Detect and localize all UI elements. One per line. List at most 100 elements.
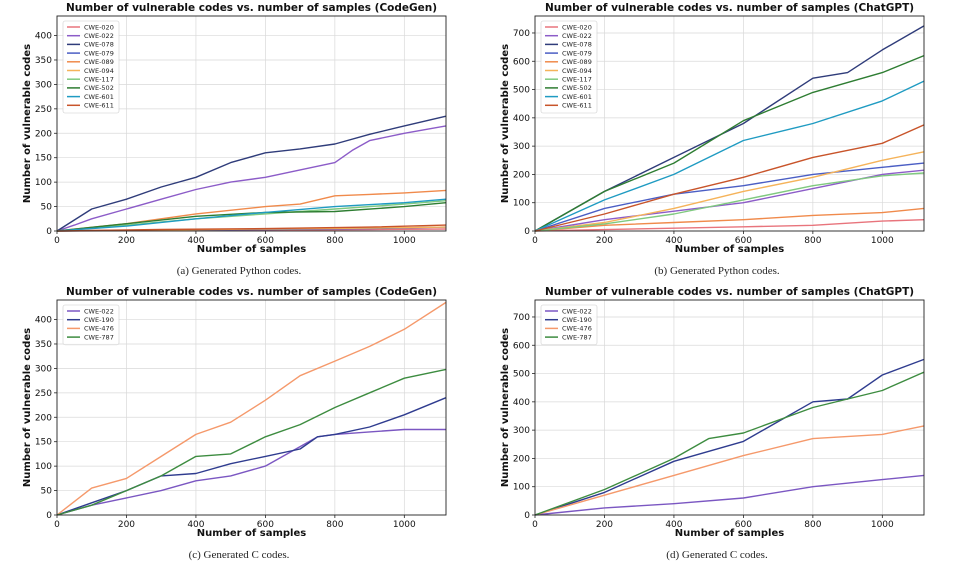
x-tick-label: 0 (532, 520, 538, 530)
chart-a: Number of vulnerable codes vs. number of… (22, 2, 447, 255)
x-tick-label: 800 (326, 520, 343, 530)
chart-panel-c: Number of vulnerable codes vs. number of… (0, 284, 478, 568)
series-line-cwe-020 (534, 219, 925, 232)
legend-label: CWE-601 (84, 93, 114, 101)
x-tick-label: 400 (187, 236, 204, 246)
chart-d: Number of vulnerable codes vs. number of… (500, 286, 925, 539)
legend-box (540, 304, 598, 346)
y-tick-label: 400 (513, 114, 530, 124)
y-tick-label: 600 (513, 57, 530, 67)
legend-label: CWE-078 (562, 41, 592, 49)
x-tick-label: 800 (804, 520, 821, 530)
x-tick-label: 200 (596, 520, 613, 530)
chart-panel-a: Number of vulnerable codes vs. number of… (0, 0, 478, 284)
y-tick-label: 250 (35, 389, 52, 399)
legend-label: CWE-601 (562, 93, 592, 101)
chart-panel-d: Number of vulnerable codes vs. number of… (478, 284, 956, 568)
x-tick-label: 0 (532, 236, 538, 246)
y-tick-label: 600 (513, 341, 530, 351)
legend-label: CWE-476 (562, 325, 592, 333)
legend-label: CWE-022 (84, 32, 114, 40)
y-tick-label: 500 (513, 86, 530, 96)
y-tick-label: 150 (35, 154, 52, 164)
y-tick-label: 300 (513, 142, 530, 152)
y-tick-label: 0 (524, 227, 530, 237)
x-tick-label: 0 (54, 236, 60, 246)
legend-label: CWE-611 (562, 102, 592, 110)
legend-label: CWE-787 (84, 333, 114, 341)
chart-b: Number of vulnerable codes vs. number of… (500, 2, 925, 255)
legend-label: CWE-022 (84, 307, 114, 315)
series-line-cwe-022 (534, 474, 925, 516)
x-tick-label: 1000 (871, 520, 894, 530)
y-tick-label: 200 (35, 129, 52, 139)
legend-label: CWE-094 (84, 67, 114, 75)
series-line-cwe-601 (56, 198, 447, 232)
y-tick-label: 200 (513, 170, 530, 180)
x-tick-label: 200 (596, 236, 613, 246)
x-axis-label: Number of samples (197, 244, 306, 255)
x-tick-label: 200 (118, 236, 135, 246)
x-axis-label: Number of samples (675, 528, 784, 539)
legend-label: CWE-476 (84, 325, 114, 333)
y-tick-label: 300 (513, 426, 530, 436)
y-tick-label: 700 (513, 29, 530, 39)
legend-label: CWE-022 (562, 307, 592, 315)
series-line-cwe-094 (534, 151, 925, 232)
series-line-cwe-190 (534, 358, 925, 516)
legend-label: CWE-078 (84, 41, 114, 49)
x-tick-label: 600 (735, 520, 752, 530)
chart-title: Number of vulnerable codes vs. number of… (66, 2, 437, 14)
caption-b: (b) Generated Python codes. (654, 265, 780, 277)
legend-label: CWE-022 (562, 32, 592, 40)
legend-label: CWE-502 (84, 84, 114, 92)
caption-c: (c) Generated C codes. (188, 549, 290, 561)
x-tick-label: 1000 (393, 520, 416, 530)
series-line-cwe-022 (534, 169, 925, 232)
plot-frame (534, 15, 925, 232)
x-axis-label: Number of samples (675, 244, 784, 255)
y-axis-label: Number of vulnerable codes (22, 328, 33, 487)
y-tick-label: 50 (41, 203, 53, 213)
x-tick-label: 600 (257, 236, 274, 246)
chart-title: Number of vulnerable codes vs. number of… (66, 286, 437, 298)
y-axis-label: Number of vulnerable codes (22, 44, 33, 203)
y-tick-label: 100 (35, 178, 52, 188)
series-line-cwe-476 (56, 301, 447, 516)
series-line-cwe-117 (534, 172, 925, 232)
plot-frame (56, 15, 447, 232)
legend-label: CWE-117 (562, 76, 592, 84)
legend-label: CWE-190 (562, 316, 592, 324)
plot-frame (56, 299, 447, 516)
legend-label: CWE-094 (562, 67, 592, 75)
legend-label: CWE-190 (84, 316, 114, 324)
chart-title: Number of vulnerable codes vs. number of… (545, 2, 914, 14)
y-tick-label: 150 (35, 438, 52, 448)
y-tick-label: 200 (35, 413, 52, 423)
series-line-cwe-089 (534, 207, 925, 232)
legend-label: CWE-787 (562, 333, 592, 341)
caption-a: (a) Generated Python codes. (176, 265, 302, 277)
y-tick-label: 0 (46, 227, 52, 237)
legend-label: CWE-117 (84, 76, 114, 84)
y-tick-label: 400 (35, 32, 52, 42)
x-tick-label: 400 (187, 520, 204, 530)
legend-label: CWE-502 (562, 84, 592, 92)
y-tick-label: 300 (35, 80, 52, 90)
y-tick-label: 200 (513, 454, 530, 464)
chart-title: Number of vulnerable codes vs. number of… (545, 286, 914, 298)
series-line-cwe-078 (534, 25, 925, 232)
chart-c: Number of vulnerable codes vs. number of… (22, 286, 447, 539)
legend-label: CWE-611 (84, 102, 114, 110)
y-tick-label: 100 (513, 199, 530, 209)
y-tick-label: 350 (35, 340, 52, 350)
plot-frame (534, 299, 925, 516)
legend-label: CWE-089 (84, 58, 114, 66)
y-tick-label: 50 (41, 487, 53, 497)
x-tick-label: 0 (54, 520, 60, 530)
series-line-cwe-079 (534, 162, 925, 232)
series-line-cwe-611 (56, 224, 447, 232)
legend-label: CWE-020 (84, 23, 114, 31)
x-axis-label: Number of samples (197, 528, 306, 539)
x-tick-label: 600 (735, 236, 752, 246)
